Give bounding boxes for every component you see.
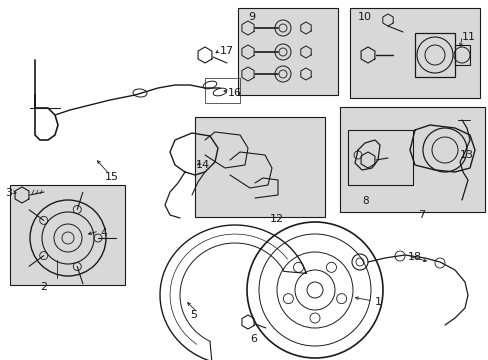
Text: 7: 7 xyxy=(417,210,424,220)
Text: 6: 6 xyxy=(249,334,257,344)
Polygon shape xyxy=(254,178,278,198)
Text: 16: 16 xyxy=(227,88,242,98)
Text: 18: 18 xyxy=(407,252,421,262)
Bar xyxy=(204,78,240,103)
Text: 11: 11 xyxy=(461,32,475,42)
Bar xyxy=(414,33,454,77)
Text: 15: 15 xyxy=(105,172,119,182)
Text: 9: 9 xyxy=(247,12,255,22)
Text: 5: 5 xyxy=(190,310,197,320)
Text: 8: 8 xyxy=(361,196,368,206)
Bar xyxy=(195,117,325,217)
Text: 14: 14 xyxy=(196,160,210,170)
Text: 12: 12 xyxy=(269,214,284,224)
Text: 1: 1 xyxy=(374,297,381,307)
Text: 2: 2 xyxy=(40,282,47,292)
Bar xyxy=(347,130,412,185)
Bar xyxy=(339,107,484,212)
Text: 4: 4 xyxy=(100,228,106,238)
Bar xyxy=(454,45,469,65)
Text: 17: 17 xyxy=(220,46,234,56)
Bar xyxy=(238,8,337,95)
Text: 3: 3 xyxy=(5,188,12,198)
Polygon shape xyxy=(229,152,271,188)
Polygon shape xyxy=(204,132,247,168)
Bar xyxy=(10,185,125,285)
Text: 10: 10 xyxy=(357,12,371,22)
Bar xyxy=(349,8,479,98)
Text: 13: 13 xyxy=(459,150,473,160)
